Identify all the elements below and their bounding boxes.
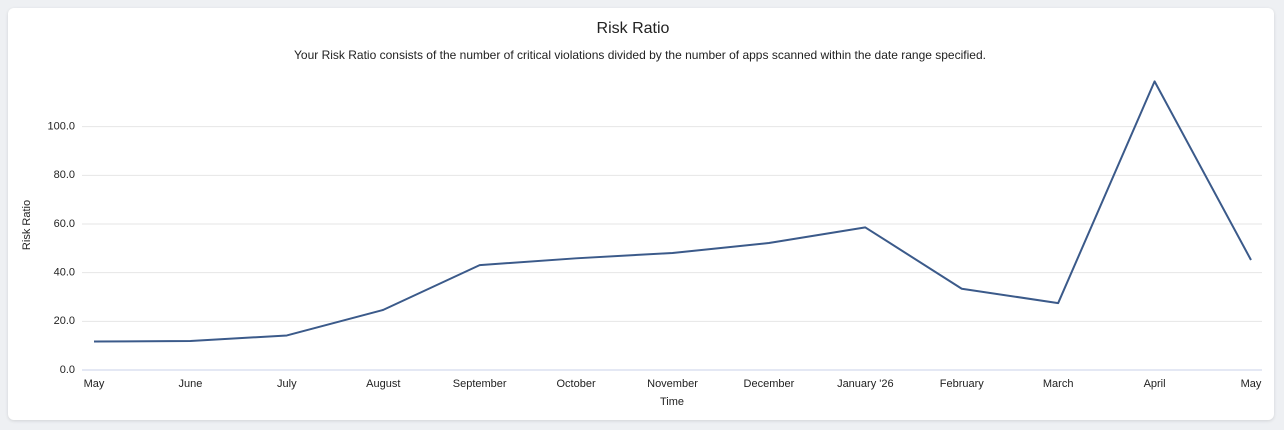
data-line <box>93 80 1252 343</box>
x-tick-label: June <box>178 378 202 390</box>
chart-subtitle: Your Risk Ratio consists of the number o… <box>294 48 986 62</box>
x-tick-label: March <box>1043 378 1074 390</box>
x-tick-label: July <box>277 378 297 390</box>
x-tick-label: April <box>1144 378 1166 390</box>
y-tick-label: 40.0 <box>54 267 75 279</box>
y-tick-label: 60.0 <box>54 218 75 230</box>
x-tick-label: December <box>744 378 795 390</box>
y-tick-label: 0.0 <box>60 364 75 376</box>
y-axis-label: Risk Ratio <box>21 200 33 250</box>
x-tick-label: May <box>84 378 105 390</box>
x-tick-label: May <box>1241 378 1262 390</box>
y-tick-label: 100.0 <box>47 121 75 133</box>
x-tick-label: January '26 <box>837 378 894 390</box>
chart-card <box>8 8 1274 420</box>
x-axis-label: Time <box>660 396 684 408</box>
x-tick-label: October <box>557 378 596 390</box>
y-tick-label: 20.0 <box>54 315 75 327</box>
x-tick-label: February <box>940 378 985 390</box>
y-tick-label: 80.0 <box>54 169 75 181</box>
x-tick-label: November <box>647 378 698 390</box>
x-tick-label: August <box>366 378 400 390</box>
x-tick-label: September <box>453 378 507 390</box>
chart-title: Risk Ratio <box>597 20 670 37</box>
